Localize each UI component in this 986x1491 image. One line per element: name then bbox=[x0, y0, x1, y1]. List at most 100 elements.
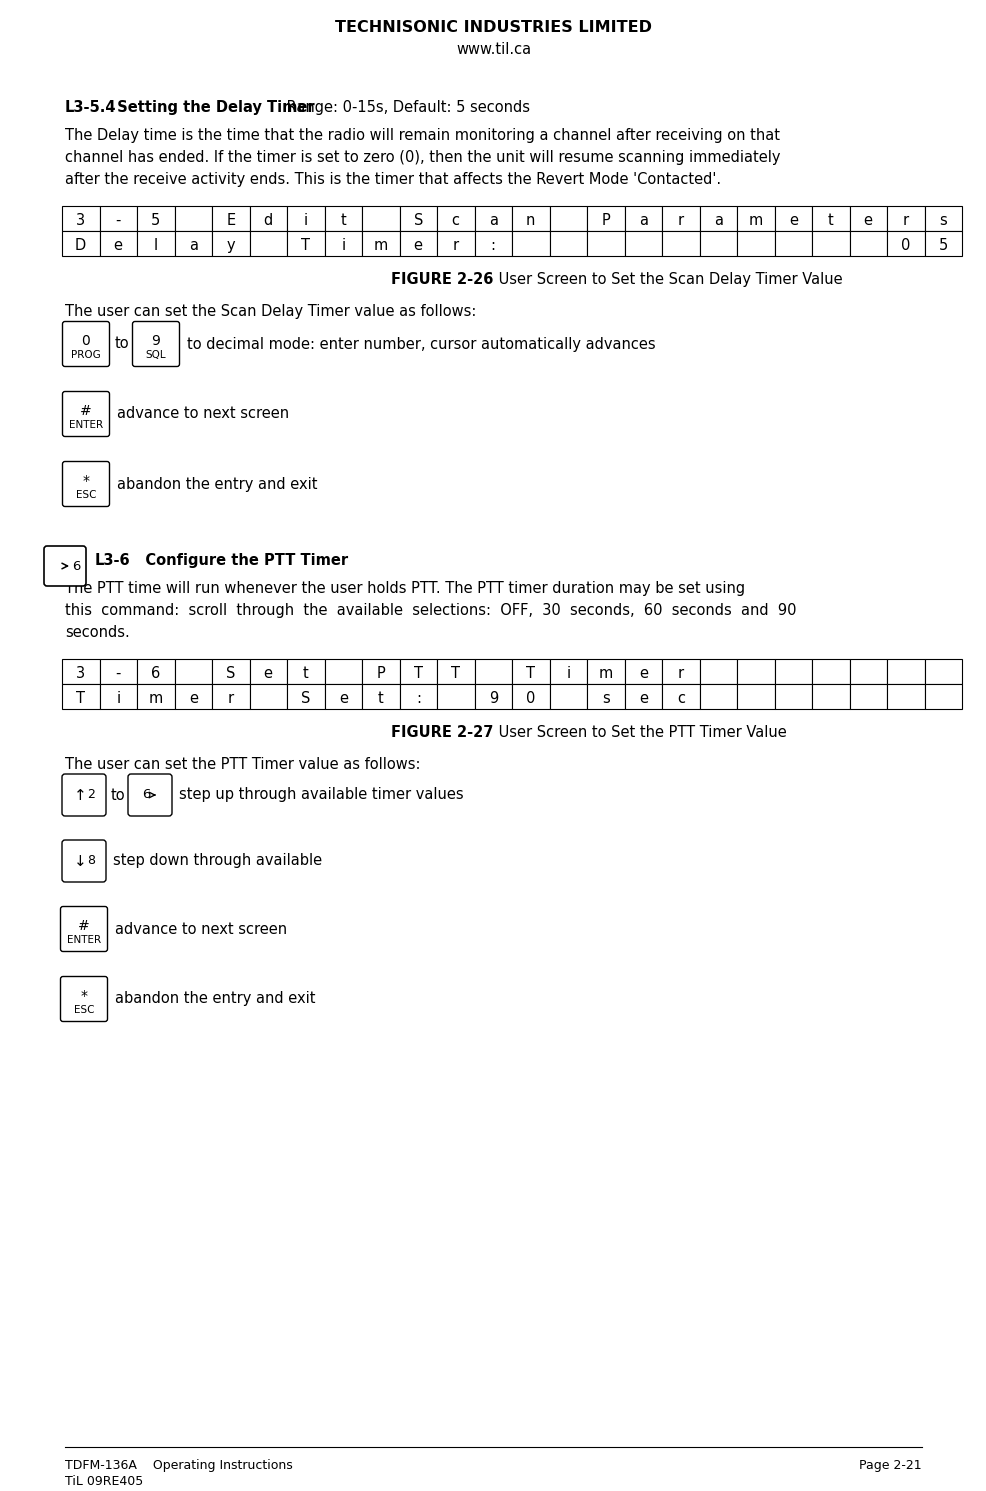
Text: Page 2-21: Page 2-21 bbox=[859, 1460, 921, 1472]
Bar bbox=[287, 231, 324, 256]
Text: r: r bbox=[902, 213, 908, 228]
Bar bbox=[100, 206, 137, 231]
Text: i: i bbox=[116, 690, 120, 707]
Text: T: T bbox=[76, 690, 85, 707]
Text: 2: 2 bbox=[87, 789, 95, 802]
Bar bbox=[100, 231, 137, 256]
Text: T: T bbox=[413, 666, 422, 681]
Bar bbox=[437, 659, 474, 684]
Bar bbox=[737, 231, 774, 256]
Text: 0: 0 bbox=[82, 334, 91, 347]
Bar bbox=[886, 684, 924, 710]
Text: 6: 6 bbox=[142, 789, 150, 802]
Bar bbox=[212, 206, 249, 231]
Text: ESC: ESC bbox=[76, 491, 97, 499]
Text: to: to bbox=[110, 787, 125, 802]
Text: User Screen to Set the Scan Delay Timer Value: User Screen to Set the Scan Delay Timer … bbox=[493, 271, 841, 286]
Text: this  command:  scroll  through  the  available  selections:  OFF,  30  seconds,: this command: scroll through the availab… bbox=[65, 602, 796, 617]
Text: T: T bbox=[526, 666, 534, 681]
Bar bbox=[137, 684, 175, 710]
Bar bbox=[512, 206, 549, 231]
Bar bbox=[886, 231, 924, 256]
Text: a: a bbox=[713, 213, 722, 228]
Bar bbox=[437, 231, 474, 256]
Bar bbox=[399, 684, 437, 710]
Text: to: to bbox=[115, 337, 129, 352]
Bar bbox=[137, 206, 175, 231]
Text: ENTER: ENTER bbox=[67, 935, 101, 945]
Bar bbox=[399, 206, 437, 231]
Text: step up through available timer values: step up through available timer values bbox=[178, 787, 463, 802]
Bar bbox=[175, 231, 212, 256]
Bar bbox=[549, 659, 587, 684]
Bar bbox=[924, 231, 961, 256]
Bar bbox=[549, 206, 587, 231]
Text: ENTER: ENTER bbox=[69, 420, 103, 431]
Text: e: e bbox=[413, 239, 422, 253]
Text: The user can set the Scan Delay Timer value as follows:: The user can set the Scan Delay Timer va… bbox=[65, 304, 476, 319]
Bar bbox=[624, 659, 662, 684]
Text: t: t bbox=[827, 213, 833, 228]
Text: -: - bbox=[115, 666, 121, 681]
Bar bbox=[137, 659, 175, 684]
Text: d: d bbox=[263, 213, 272, 228]
Bar bbox=[212, 684, 249, 710]
Text: www.til.ca: www.til.ca bbox=[456, 42, 530, 57]
Text: l: l bbox=[154, 239, 158, 253]
Text: r: r bbox=[228, 690, 234, 707]
Bar bbox=[100, 684, 137, 710]
Text: PROG: PROG bbox=[71, 350, 101, 361]
Bar bbox=[324, 659, 362, 684]
Bar bbox=[175, 206, 212, 231]
Bar bbox=[811, 684, 849, 710]
Bar bbox=[324, 206, 362, 231]
Text: m: m bbox=[374, 239, 387, 253]
Text: advance to next screen: advance to next screen bbox=[117, 407, 289, 422]
Text: m: m bbox=[149, 690, 163, 707]
Text: P: P bbox=[376, 666, 385, 681]
Text: 6: 6 bbox=[151, 666, 160, 681]
Bar bbox=[474, 684, 512, 710]
Text: S: S bbox=[226, 666, 236, 681]
Bar bbox=[737, 206, 774, 231]
Bar bbox=[324, 231, 362, 256]
Bar bbox=[699, 231, 737, 256]
Bar bbox=[587, 684, 624, 710]
FancyBboxPatch shape bbox=[132, 322, 179, 367]
Text: e: e bbox=[113, 239, 122, 253]
Text: after the receive activity ends. This is the timer that affects the Revert Mode : after the receive activity ends. This is… bbox=[65, 171, 721, 186]
Text: t: t bbox=[303, 666, 309, 681]
Bar bbox=[212, 231, 249, 256]
Text: S: S bbox=[413, 213, 423, 228]
Text: 5: 5 bbox=[938, 239, 947, 253]
Bar bbox=[399, 231, 437, 256]
Bar bbox=[100, 659, 137, 684]
Text: *: * bbox=[83, 474, 90, 488]
Text: c: c bbox=[452, 213, 459, 228]
Text: r: r bbox=[453, 239, 458, 253]
Bar bbox=[62, 659, 100, 684]
FancyBboxPatch shape bbox=[128, 774, 172, 816]
Bar bbox=[924, 659, 961, 684]
Text: t: t bbox=[378, 690, 384, 707]
Text: e: e bbox=[638, 666, 647, 681]
Text: #: # bbox=[78, 918, 90, 933]
Text: Setting the Delay Timer: Setting the Delay Timer bbox=[106, 100, 315, 115]
Bar bbox=[175, 659, 212, 684]
Text: User Screen to Set the PTT Timer Value: User Screen to Set the PTT Timer Value bbox=[493, 725, 786, 740]
Text: T: T bbox=[301, 239, 310, 253]
Text: e: e bbox=[188, 690, 197, 707]
Text: 3: 3 bbox=[76, 213, 85, 228]
Text: L3-5.4: L3-5.4 bbox=[65, 100, 116, 115]
Bar bbox=[437, 684, 474, 710]
Bar bbox=[362, 206, 399, 231]
Text: i: i bbox=[341, 239, 345, 253]
Bar bbox=[324, 684, 362, 710]
Text: e: e bbox=[263, 666, 272, 681]
Bar bbox=[512, 684, 549, 710]
Bar bbox=[811, 206, 849, 231]
Text: r: r bbox=[677, 213, 683, 228]
Text: FIGURE 2-27: FIGURE 2-27 bbox=[390, 725, 493, 740]
Text: t: t bbox=[340, 213, 346, 228]
Text: 6: 6 bbox=[72, 559, 80, 573]
